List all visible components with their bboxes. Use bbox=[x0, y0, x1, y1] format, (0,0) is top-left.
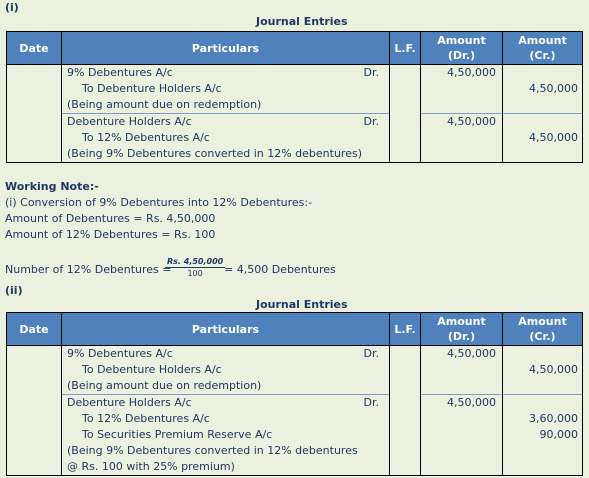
formula-numerator: Rs. 4,50,000 bbox=[165, 257, 226, 268]
header-amount-cr-line2: (Cr.) bbox=[529, 49, 556, 62]
narration: (Being amount due on redemption) bbox=[67, 98, 262, 111]
entry-line: (Being 9% Debentures converted in 12% de… bbox=[62, 443, 389, 459]
header-lf: L.F. bbox=[389, 31, 421, 65]
header-amount-dr-line1: Amount bbox=[437, 315, 486, 328]
header-lf: L.F. bbox=[389, 312, 421, 346]
journal-title: Journal Entries bbox=[256, 298, 348, 311]
section-label: (ii) bbox=[5, 284, 23, 297]
dr-marker: Dr. bbox=[363, 396, 379, 409]
entry-line: To 12% Debentures A/c bbox=[62, 130, 389, 146]
header-amount-dr: Amount (Dr.) bbox=[420, 31, 503, 65]
header-particulars: Particulars bbox=[61, 31, 390, 65]
date-cell bbox=[6, 64, 62, 163]
header-amount-cr: Amount (Cr.) bbox=[502, 31, 583, 65]
entry-line: (Being amount due on redemption) bbox=[62, 97, 389, 114]
amount-cr-value: 4,50,000 bbox=[529, 363, 578, 376]
formula-lhs: Number of 12% Debentures = bbox=[5, 263, 172, 276]
amount-cr-value: 4,50,000 bbox=[529, 82, 578, 95]
amount-cr-cell: 4,50,000 4,50,000 bbox=[502, 64, 583, 163]
working-note-line: Amount of Debentures = Rs. 4,50,000 bbox=[5, 212, 216, 225]
entry-line: To 12% Debentures A/c bbox=[62, 411, 389, 427]
account-debit: 9% Debentures A/c bbox=[67, 347, 173, 360]
narration: @ Rs. 100 with 25% premium) bbox=[67, 460, 235, 473]
amount-dr-value: 4,50,000 bbox=[447, 115, 496, 128]
working-note-title: Working Note:- bbox=[5, 180, 99, 193]
account-debit: Debenture Holders A/c bbox=[67, 115, 192, 128]
account-credit: To Debenture Holders A/c bbox=[82, 82, 222, 95]
amount-cr-value: 3,60,000 bbox=[529, 412, 578, 425]
particulars-cell: 9% Debentures A/c Dr. To Debenture Holder… bbox=[61, 345, 390, 476]
account-credit: To 12% Debentures A/c bbox=[82, 131, 210, 144]
amount-dr-cell: 4,50,000 4,50,000 bbox=[420, 345, 503, 476]
account-debit: 9% Debentures A/c bbox=[67, 66, 173, 79]
narration: (Being amount due on redemption) bbox=[67, 379, 262, 392]
amount-cr-value: 90,000 bbox=[539, 428, 579, 441]
section-label: (i) bbox=[5, 1, 19, 14]
entry-line: (Being 9% Debentures converted in 12% de… bbox=[62, 146, 389, 162]
entry-line: 9% Debentures A/c Dr. bbox=[62, 346, 389, 362]
journal-table-2: Date Particulars L.F. Amount (Dr.) Amoun… bbox=[6, 312, 583, 476]
account-credit: To Securities Premium Reserve A/c bbox=[82, 428, 273, 441]
narration: (Being 9% Debentures converted in 12% de… bbox=[67, 147, 362, 160]
lf-cell bbox=[389, 345, 421, 476]
entry-line: To Debenture Holders A/c bbox=[62, 362, 389, 378]
amount-cr-value: 4,50,000 bbox=[529, 131, 578, 144]
amount-dr-value: 4,50,000 bbox=[447, 347, 496, 360]
header-amount-cr-line2: (Cr.) bbox=[529, 330, 556, 343]
working-note-line: (i) Conversion of 9% Debentures into 12%… bbox=[5, 196, 313, 209]
entry-line: (Being amount due on redemption) bbox=[62, 378, 389, 395]
amount-dr-value: 4,50,000 bbox=[447, 396, 496, 409]
account-credit: To Debenture Holders A/c bbox=[82, 363, 222, 376]
journal-table-1: Date Particulars L.F. Amount (Dr.) Amoun… bbox=[6, 31, 583, 163]
entry-line: To Debenture Holders A/c bbox=[62, 81, 389, 97]
narration: (Being 9% Debentures converted in 12% de… bbox=[67, 444, 358, 457]
header-amount-dr-line2: (Dr.) bbox=[447, 49, 476, 62]
particulars-cell: 9% Debentures A/c Dr. To Debenture Holder… bbox=[61, 64, 390, 163]
working-note-line: Amount of 12% Debentures = Rs. 100 bbox=[5, 228, 216, 241]
header-amount-dr: Amount (Dr.) bbox=[420, 312, 503, 346]
formula-denominator: 100 bbox=[187, 269, 203, 278]
formula-fraction: Rs. 4,50,000 100 bbox=[165, 256, 226, 280]
header-amount-dr-line2: (Dr.) bbox=[447, 330, 476, 343]
header-amount-cr: Amount (Cr.) bbox=[502, 312, 583, 346]
formula-rhs: = 4,500 Debentures bbox=[224, 263, 336, 276]
header-date: Date bbox=[6, 31, 62, 65]
header-particulars: Particulars bbox=[61, 312, 390, 346]
header-amount-cr-line1: Amount bbox=[518, 34, 567, 47]
date-cell bbox=[6, 345, 62, 476]
dr-marker: Dr. bbox=[363, 115, 379, 128]
entry-line: Debenture Holders A/c Dr. bbox=[62, 114, 389, 130]
amount-dr-cell: 4,50,000 4,50,000 bbox=[420, 64, 503, 163]
header-amount-cr-line1: Amount bbox=[518, 315, 567, 328]
header-date: Date bbox=[6, 312, 62, 346]
dr-marker: Dr. bbox=[363, 66, 379, 79]
account-credit: To 12% Debentures A/c bbox=[82, 412, 210, 425]
entry-line: To Securities Premium Reserve A/c bbox=[62, 427, 389, 443]
entry-line: Debenture Holders A/c Dr. bbox=[62, 395, 389, 411]
dr-marker: Dr. bbox=[363, 347, 379, 360]
amount-cr-cell: 4,50,000 3,60,000 90,000 bbox=[502, 345, 583, 476]
account-debit: Debenture Holders A/c bbox=[67, 396, 192, 409]
lf-cell bbox=[389, 64, 421, 163]
entry-line: @ Rs. 100 with 25% premium) bbox=[62, 459, 389, 475]
header-amount-dr-line1: Amount bbox=[437, 34, 486, 47]
journal-title: Journal Entries bbox=[256, 15, 348, 28]
amount-dr-value: 4,50,000 bbox=[447, 66, 496, 79]
entry-line: 9% Debentures A/c Dr. bbox=[62, 65, 389, 81]
